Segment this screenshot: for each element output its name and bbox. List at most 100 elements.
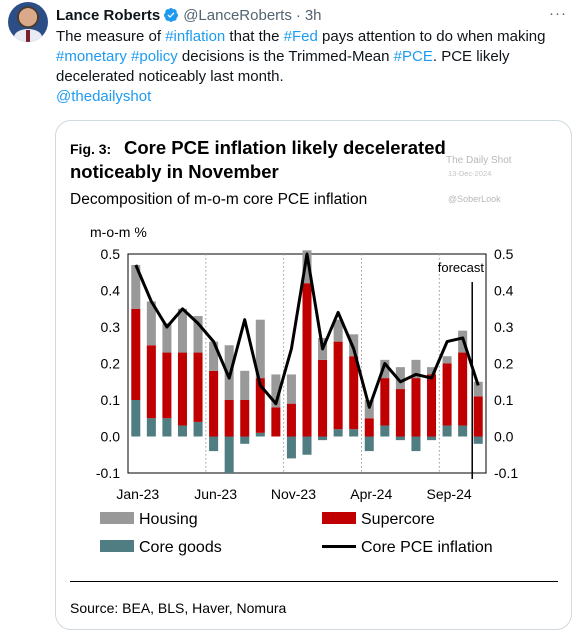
bar-housing bbox=[286, 374, 296, 404]
bar-core-goods bbox=[193, 421, 203, 437]
bar-supercore bbox=[240, 400, 250, 437]
y-tick-label-right: 0.2 bbox=[494, 356, 514, 372]
bar-core-goods bbox=[333, 429, 343, 437]
tweet-header: Lance Roberts @LanceRoberts · 3h ··· bbox=[56, 5, 573, 25]
bar-core-goods bbox=[380, 425, 390, 437]
x-tick-label: Jun-23 bbox=[194, 486, 237, 502]
bar-housing bbox=[427, 367, 437, 375]
text-segment: that the bbox=[225, 28, 284, 45]
bar-supercore bbox=[177, 352, 187, 426]
y-tick-label-right: 0.1 bbox=[494, 392, 514, 408]
bar-housing bbox=[333, 319, 343, 342]
bar-supercore bbox=[162, 352, 172, 419]
bar-housing bbox=[271, 374, 281, 408]
bar-core-goods bbox=[255, 432, 265, 437]
bar-core-goods bbox=[146, 418, 156, 437]
bar-housing bbox=[473, 381, 483, 397]
bar-supercore bbox=[364, 418, 374, 437]
bar-core-goods bbox=[209, 436, 219, 452]
y-tick-label-left: 0.4 bbox=[101, 283, 121, 299]
figure-subtitle: Decomposition of m-o-m core PCE inflatio… bbox=[70, 191, 367, 208]
bar-supercore bbox=[333, 341, 343, 430]
mention-link[interactable]: @thedailyshot bbox=[56, 88, 152, 105]
bar-supercore bbox=[395, 389, 405, 437]
text-segment: The measure of bbox=[56, 28, 166, 45]
source-divider bbox=[70, 581, 558, 582]
y-tick-label-left: 0.3 bbox=[101, 319, 121, 335]
chart-figure: Fig. 3: Core PCE inflation likely decele… bbox=[70, 137, 558, 616]
hashtag-monetary[interactable]: #monetary bbox=[56, 48, 127, 65]
bar-supercore bbox=[146, 345, 156, 419]
bar-housing bbox=[193, 316, 203, 353]
y-tick-label-left: 0.5 bbox=[101, 246, 121, 262]
bar-core-goods bbox=[131, 400, 141, 437]
bar-core-goods bbox=[162, 418, 172, 437]
legend-label: Housing bbox=[139, 511, 198, 528]
bar-core-goods bbox=[349, 429, 359, 437]
y-tick-label-left: 0.2 bbox=[101, 356, 121, 372]
watermark-handle: @SoberLook bbox=[448, 194, 501, 204]
bar-supercore bbox=[349, 356, 359, 430]
bar-core-goods bbox=[286, 436, 296, 459]
bar-core-goods bbox=[427, 436, 437, 441]
bar-core-goods bbox=[177, 425, 187, 437]
bar-housing bbox=[442, 356, 452, 364]
figure-label: Fig. 3: bbox=[70, 141, 111, 157]
y-tick-label-right: 0.0 bbox=[494, 429, 514, 445]
author-name[interactable]: Lance Roberts bbox=[56, 6, 161, 24]
bar-core-goods bbox=[473, 436, 483, 444]
core-pce-line bbox=[134, 252, 480, 409]
bar-core-goods bbox=[442, 425, 452, 437]
bar-supercore bbox=[131, 308, 141, 400]
y-tick-label-left: 0.1 bbox=[101, 392, 121, 408]
bar-housing bbox=[131, 264, 141, 309]
bar-core-goods bbox=[318, 436, 328, 441]
separator-dot: · bbox=[295, 6, 301, 24]
y-tick-label-right: -0.1 bbox=[494, 465, 518, 481]
legend-swatch bbox=[322, 512, 356, 524]
hashtag-inflation[interactable]: #inflation bbox=[165, 28, 226, 45]
verified-badge-icon bbox=[164, 8, 179, 22]
bar-core-goods bbox=[302, 436, 312, 455]
author-handle[interactable]: @LanceRoberts bbox=[183, 6, 292, 24]
bar-housing bbox=[380, 359, 390, 379]
plot-area: 0.5 0.5 0.4 0.4 0.3 0.3 0.2 0.2 0.1 0.1 0.0 0.0 -0.1… bbox=[96, 246, 518, 556]
bar-supercore bbox=[458, 352, 468, 426]
more-options-button[interactable]: ··· bbox=[549, 5, 567, 22]
legend-label: Core PCE inflation bbox=[361, 539, 493, 556]
bar-core-goods bbox=[240, 436, 250, 444]
bar-supercore bbox=[318, 359, 328, 437]
legend-label: Supercore bbox=[361, 511, 435, 528]
hashtag-fed[interactable]: #Fed bbox=[283, 28, 318, 45]
bar-supercore bbox=[271, 407, 281, 437]
bar-core-goods bbox=[364, 436, 374, 452]
hashtag-pce[interactable]: #PCE bbox=[393, 48, 433, 65]
y-axis-unit-label: m-o-m % bbox=[90, 224, 147, 240]
bar-housing bbox=[209, 341, 219, 371]
bar-supercore bbox=[286, 403, 296, 437]
y-tick-label-right: 0.4 bbox=[494, 283, 514, 299]
bar-housing bbox=[364, 400, 374, 419]
legend-label: Core goods bbox=[139, 539, 222, 556]
hashtag-policy[interactable]: #policy bbox=[131, 48, 178, 65]
tweet-text: The measure of #inflation that the #Fed … bbox=[56, 27, 571, 107]
bar-housing bbox=[240, 370, 250, 400]
bar-supercore bbox=[193, 352, 203, 422]
bar-housing bbox=[411, 359, 421, 379]
bar-supercore bbox=[380, 378, 390, 426]
author-avatar[interactable] bbox=[8, 2, 48, 42]
bar-supercore bbox=[442, 363, 452, 426]
bar-core-goods bbox=[224, 436, 234, 473]
x-tick-label: Nov-23 bbox=[271, 486, 316, 502]
x-tick-label: Jan-23 bbox=[116, 486, 159, 502]
bar-housing bbox=[162, 323, 172, 353]
tweet-timestamp[interactable]: 3h bbox=[304, 6, 322, 24]
bar-housing bbox=[302, 250, 312, 284]
bar-housing bbox=[395, 367, 405, 390]
bar-supercore bbox=[224, 400, 234, 437]
media-image[interactable]: Fig. 3: Core PCE inflation likely decele… bbox=[55, 120, 572, 630]
legend-swatch bbox=[100, 512, 134, 524]
forecast-annotation: forecast bbox=[438, 260, 485, 275]
bar-housing bbox=[177, 308, 187, 353]
y-tick-label-left: 0.0 bbox=[101, 429, 121, 445]
